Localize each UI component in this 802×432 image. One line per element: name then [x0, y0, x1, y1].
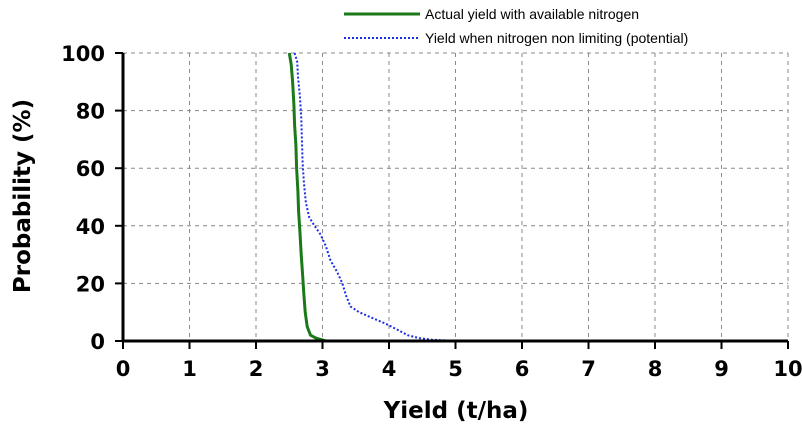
legend-label-potential: Yield when nitrogen non limiting (potent…: [425, 30, 688, 46]
x-tick-label: 6: [515, 357, 530, 381]
y-tick-label: 40: [76, 215, 105, 239]
x-tick-label: 2: [249, 357, 264, 381]
y-axis-title: Probability (%): [10, 99, 36, 293]
series-layer: [287, 52, 459, 343]
x-tick-label: 4: [382, 357, 397, 381]
series-line-potential-yield: [293, 52, 459, 342]
x-tick-label: 5: [448, 357, 463, 381]
legend: Actual yield with available nitrogen Yie…: [344, 6, 688, 46]
grid: [123, 52, 789, 341]
y-tick-label: 60: [76, 157, 105, 181]
y-tick-label: 80: [76, 100, 105, 124]
x-tick-label: 8: [648, 357, 663, 381]
x-axis-title: Yield (t/ha): [383, 398, 529, 424]
y-tick-label: 0: [90, 330, 105, 354]
x-tick-label: 10: [773, 357, 802, 381]
x-tick-label: 9: [714, 357, 729, 381]
y-tick-label: 20: [76, 272, 105, 296]
x-tick-label: 1: [182, 357, 197, 381]
x-tick-label: 7: [581, 357, 596, 381]
y-tick-label: 100: [61, 42, 105, 66]
legend-label-actual: Actual yield with available nitrogen: [425, 6, 639, 22]
series-line-actual-yield: [287, 52, 327, 343]
x-tick-label: 0: [116, 357, 131, 381]
axes: [115, 52, 789, 349]
x-tick-label: 3: [315, 357, 330, 381]
